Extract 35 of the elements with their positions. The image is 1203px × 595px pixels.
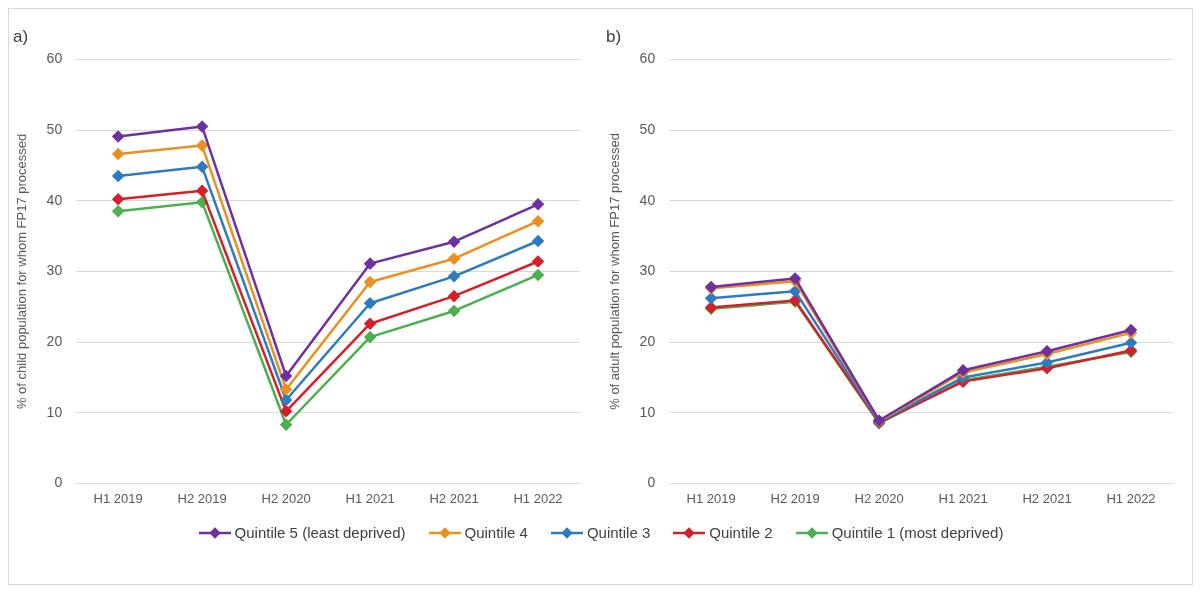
- legend-label: Quintile 3: [586, 524, 651, 541]
- x-tick-label: H1 2019: [93, 490, 143, 506]
- legend-label: Quintile 4: [464, 524, 528, 541]
- y-tick-label: 30: [46, 262, 63, 279]
- legend-label: Quintile 1 (most deprived): [831, 524, 1004, 541]
- x-tick-label: H1 2021: [938, 490, 988, 506]
- x-tick-label: H1 2019: [686, 490, 736, 506]
- y-tick-label: 20: [639, 332, 656, 349]
- x-tick-label: H2 2020: [854, 490, 904, 506]
- y-tick-label: 10: [639, 403, 656, 420]
- legend-label: Quintile 2: [709, 524, 773, 541]
- chart-title: a): [13, 26, 29, 46]
- y-tick-label: 40: [639, 191, 656, 208]
- y-tick-label: 60: [46, 50, 63, 67]
- y-tick-label: 50: [639, 120, 656, 137]
- y-axis-title: % of child population for whom FP17 processed: [14, 133, 30, 410]
- y-tick-label: 50: [46, 120, 63, 137]
- legend-label: Quintile 5 (least deprived): [234, 524, 406, 541]
- y-tick-label: 30: [639, 262, 656, 279]
- x-tick-label: H2 2021: [429, 490, 479, 506]
- x-tick-label: H1 2021: [345, 490, 395, 506]
- x-tick-label: H1 2022: [513, 490, 563, 506]
- x-tick-label: H2 2019: [770, 490, 820, 506]
- y-tick-label: 20: [46, 332, 63, 349]
- y-tick-label: 0: [54, 474, 63, 491]
- y-tick-label: 10: [46, 403, 63, 420]
- y-tick-label: 60: [639, 50, 656, 67]
- chart-title: b): [606, 26, 622, 46]
- y-axis-title: % of adult population for whom FP17 processed: [607, 133, 623, 410]
- x-tick-label: H1 2022: [1106, 490, 1156, 506]
- x-tick-label: H2 2020: [261, 490, 311, 506]
- x-tick-label: H2 2019: [177, 490, 227, 506]
- y-tick-label: 0: [647, 474, 656, 491]
- x-tick-label: H2 2021: [1022, 490, 1072, 506]
- y-tick-label: 40: [46, 191, 63, 208]
